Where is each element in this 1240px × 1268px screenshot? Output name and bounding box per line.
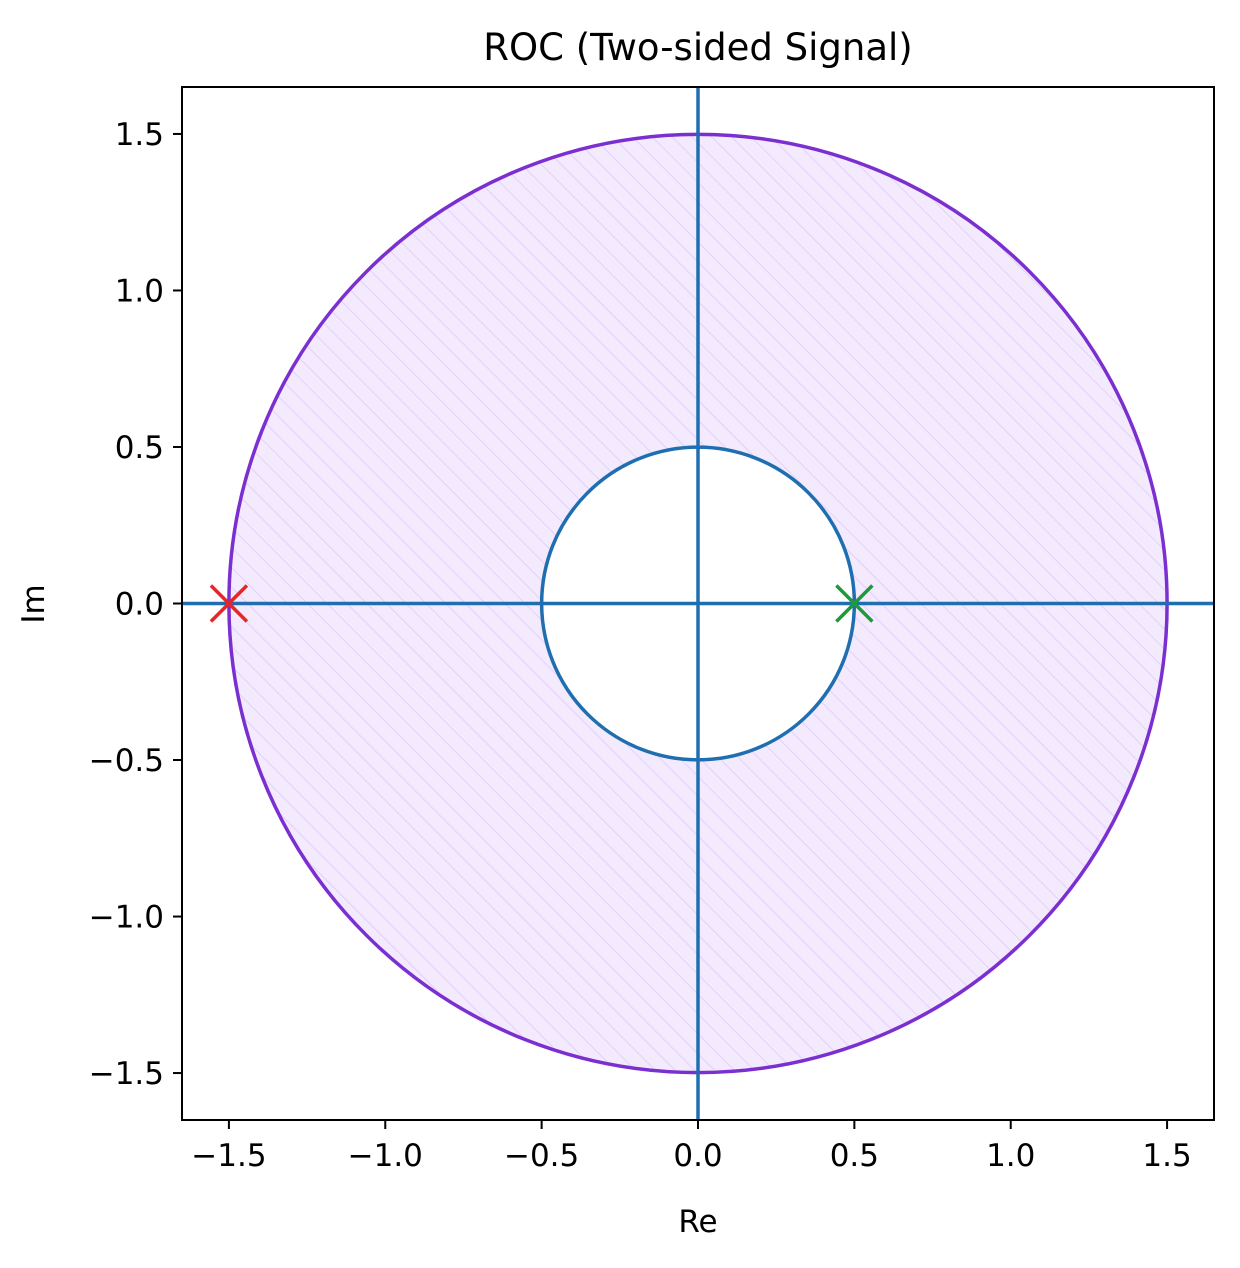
x-tick-label: 0.5: [830, 1138, 879, 1174]
y-tick-label: 0.0: [115, 587, 164, 623]
plot-area: [182, 87, 1214, 1120]
chart-title: ROC (Two-sided Signal): [483, 26, 912, 69]
x-tick-label: −1.0: [348, 1138, 423, 1174]
roc-region: [228, 134, 1168, 1073]
x-axis-label: Re: [678, 1204, 717, 1240]
x-tick-label: 0.0: [673, 1138, 722, 1174]
y-tick-label: −1.0: [89, 900, 164, 936]
y-axis-ticks: −1.5 −1.0 −0.5 0.0 0.5 1.0 1.5: [89, 117, 182, 1092]
y-tick-label: 0.5: [115, 430, 164, 466]
y-tick-label: 1.5: [115, 117, 164, 153]
markers-layer: [209, 584, 874, 623]
y-tick-label: −1.5: [89, 1056, 164, 1092]
x-tick-label: 1.5: [1142, 1138, 1191, 1174]
x-tick-label: −1.5: [191, 1138, 266, 1174]
x-tick-label: 1.0: [986, 1138, 1035, 1174]
marker-x-0: [835, 584, 874, 623]
marker-x-1: [209, 584, 249, 623]
y-tick-label: 1.0: [115, 273, 164, 309]
y-tick-label: −0.5: [89, 743, 164, 779]
x-axis-ticks: −1.5 −1.0 −0.5 0.0 0.5 1.0 1.5: [191, 1120, 1192, 1174]
x-tick-label: −0.5: [504, 1138, 579, 1174]
y-axis-label: Im: [16, 584, 52, 623]
